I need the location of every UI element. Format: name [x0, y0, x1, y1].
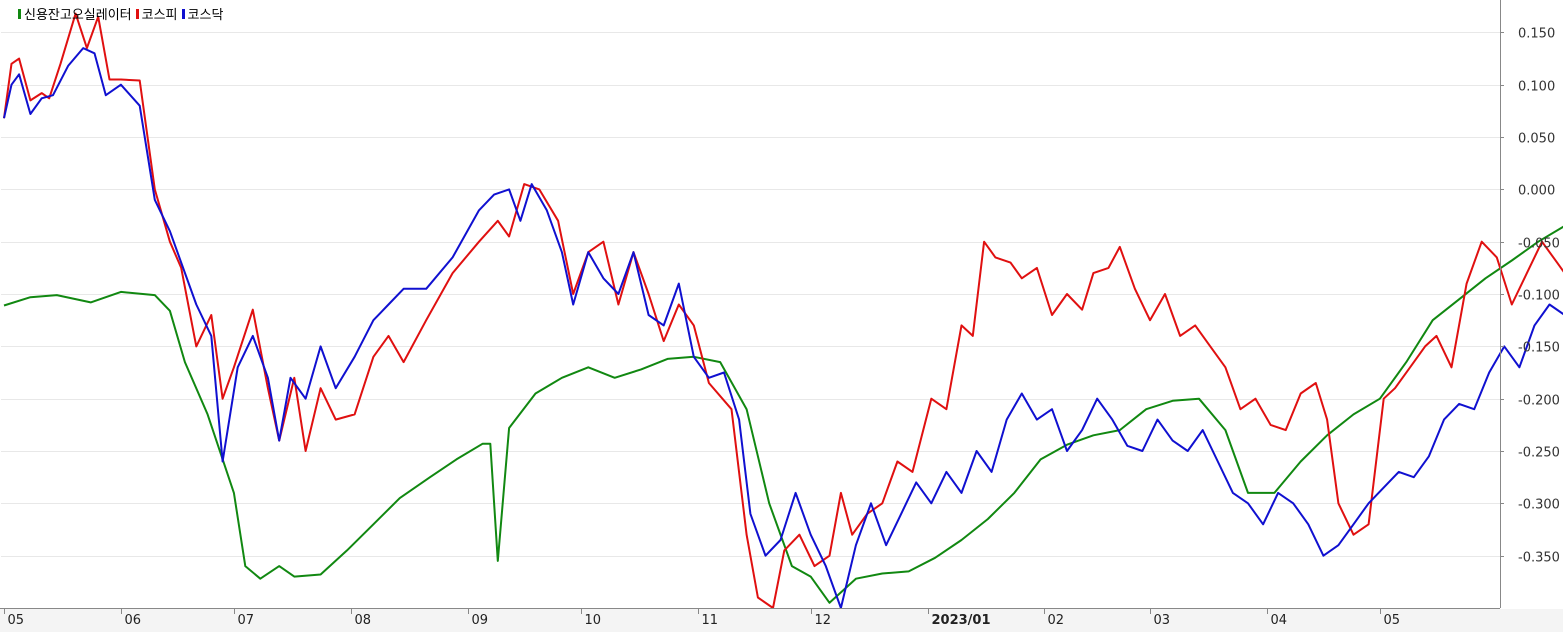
- x-tick-label: 10: [585, 613, 602, 628]
- y-tick-label: 0.150: [1518, 27, 1555, 42]
- x-tick-label: 06: [125, 613, 142, 628]
- legend-swatch-kosdaq: [181, 8, 185, 19]
- legend-label-kosdaq: 코스닥: [187, 8, 224, 23]
- y-tick-label: 0.100: [1518, 80, 1555, 95]
- gridlines: [0, 32, 1563, 632]
- x-tick-label: 07: [238, 613, 255, 628]
- x-tick-label: 03: [1154, 613, 1171, 628]
- legend-swatch-kospi: [135, 8, 139, 19]
- y-tick-label: 0.050: [1518, 132, 1555, 147]
- x-tick-label: 05: [8, 613, 25, 628]
- x-tick-label: 11: [702, 613, 719, 628]
- x-tick-label: 05: [1384, 613, 1401, 628]
- series-line-kospi: [3, 12, 1563, 609]
- x-tick-label: 2023/01: [932, 613, 991, 628]
- series-layer: [3, 12, 1563, 609]
- y-tick-label: -0.100: [1518, 289, 1560, 304]
- y-tick-label: -0.050: [1518, 237, 1560, 252]
- x-axis-band: [0, 609, 1563, 632]
- legend: 신용잔고오실레이터 코스피 코스닥: [18, 4, 223, 23]
- series-line-kosdaq: [3, 47, 1563, 609]
- legend-item-kospi: 코스피: [135, 4, 178, 23]
- x-tick-label: 02: [1048, 613, 1065, 628]
- series-line-credit-oscillator: [3, 225, 1563, 604]
- legend-swatch-credit-oscillator: [18, 8, 21, 19]
- y-tick-label: -0.150: [1518, 341, 1560, 356]
- y-tick-label: -0.250: [1518, 446, 1560, 461]
- y-tick-label: -0.300: [1518, 498, 1560, 513]
- x-tick-label: 04: [1271, 613, 1288, 628]
- legend-label-credit-oscillator: 신용잔고오실레이터: [24, 8, 132, 23]
- x-tick-label: 09: [472, 613, 489, 628]
- x-tick-label: 12: [815, 613, 832, 628]
- y-tick-label: 0.000: [1518, 184, 1555, 199]
- y-tick-label: -0.200: [1518, 394, 1560, 409]
- legend-item-credit-oscillator: 신용잔고오실레이터: [18, 4, 132, 23]
- legend-item-kosdaq: 코스닥: [181, 4, 224, 23]
- y-tick-label: -0.350: [1518, 551, 1560, 566]
- x-tick-label: 08: [355, 613, 372, 628]
- legend-label-kospi: 코스피: [141, 8, 178, 23]
